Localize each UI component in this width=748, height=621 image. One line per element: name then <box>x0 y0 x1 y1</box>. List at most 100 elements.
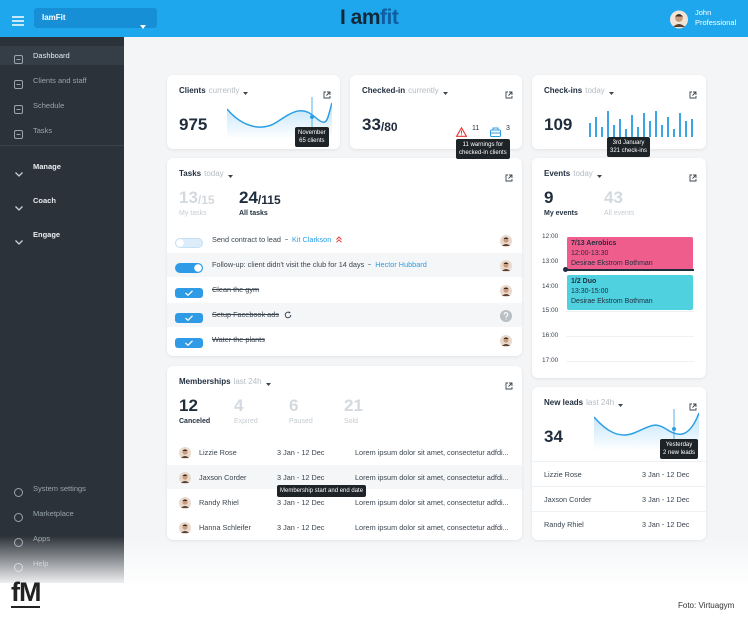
lead-name: Randy Rhiel <box>544 520 584 529</box>
period-caret[interactable] <box>265 380 271 386</box>
warning-icon <box>455 124 468 142</box>
icon-svg <box>14 105 23 114</box>
member-name: Hanna Schleifer <box>199 523 251 532</box>
icon-svg <box>500 260 512 272</box>
card-period: today <box>573 169 593 178</box>
menu-icon[interactable] <box>12 13 24 31</box>
icon-svg <box>179 447 191 459</box>
icon-svg <box>14 513 23 522</box>
external-link[interactable] <box>689 86 697 104</box>
icon-svg <box>589 111 693 137</box>
icon-rect <box>175 288 203 298</box>
nav-item[interactable]: Marketplace <box>0 508 124 522</box>
icon-path <box>503 262 509 264</box>
icon-path <box>226 102 333 128</box>
event-block[interactable]: 1/2 Duo 13:30-15:00 Desirae Ekstrom Bothma… <box>567 275 693 310</box>
stat-total: /115 <box>257 192 281 207</box>
stat-label: All events <box>604 210 635 217</box>
icon-path <box>185 290 193 297</box>
nav-section[interactable]: Coach <box>0 195 124 211</box>
time-label: 16:00 <box>542 332 559 340</box>
card-period: currently <box>408 86 439 95</box>
event-time: 12:00-13:30 <box>571 250 609 257</box>
nav-item[interactable]: System settings <box>0 483 124 497</box>
icon-svg <box>618 403 624 407</box>
icon-path <box>503 312 509 320</box>
task-toggle[interactable] <box>175 260 203 278</box>
icon-rect <box>175 313 203 323</box>
external-link[interactable] <box>505 377 513 395</box>
icon-path <box>182 524 188 526</box>
card: Memberships last 24h 12 Canceled 4 Expired 6 Pa… <box>167 366 522 540</box>
task-row: Setup Facebook ads <box>167 303 522 327</box>
icon-path <box>15 240 23 245</box>
icon-svg <box>175 263 203 273</box>
task-text: Follow-up: client didn't visit the club … <box>212 260 365 269</box>
icon-svg <box>596 174 602 178</box>
nav-icon <box>14 51 23 69</box>
membership-row[interactable]: Hanna Schleifer 3 Jan - 12 Dec Lorem ipsum… <box>167 515 522 539</box>
icon-path <box>284 311 292 318</box>
task-assignee[interactable]: Hector Hubbard <box>375 260 427 269</box>
lead-dates: 3 Jan - 12 Dec <box>642 520 690 529</box>
nav-item[interactable]: Schedule <box>0 100 124 114</box>
warning-count: 11 <box>472 125 480 132</box>
card-title: Checked-in <box>362 86 406 95</box>
lead-row[interactable]: Jaxson Corder 3 Jan - 12 Dec <box>532 486 706 511</box>
stat-label: All tasks <box>239 210 268 217</box>
avatar-unknown <box>500 309 512 327</box>
period-caret[interactable] <box>227 172 233 178</box>
icon-path <box>182 474 188 476</box>
task-toggle[interactable] <box>175 235 203 253</box>
logo-suffix: fit <box>380 6 399 29</box>
task-checkbox[interactable] <box>175 310 203 328</box>
period-caret[interactable] <box>608 89 614 95</box>
icon-path <box>181 456 189 458</box>
member-dates: 3 Jan - 12 Dec <box>277 498 325 507</box>
card: Tasks today 13/15 My tasks 24/115 All tasks Se… <box>167 158 522 356</box>
tooltip-line: 65 clients <box>299 138 325 144</box>
task-assignee[interactable]: Kit Clarkson <box>291 235 332 244</box>
nav-item[interactable]: Tasks <box>0 125 124 139</box>
external-link[interactable] <box>505 169 513 187</box>
event-block[interactable]: 7/13 Aerobics 12:00-13:30 Desirae Ekstrom … <box>567 237 693 270</box>
task-row: Water the plants <box>167 328 522 352</box>
stat-label: My tasks <box>179 210 207 217</box>
icon-path <box>185 340 193 347</box>
icon-svg <box>15 206 23 211</box>
task-checkbox[interactable] <box>175 285 203 303</box>
external-link[interactable] <box>689 398 697 416</box>
period-caret[interactable] <box>596 172 602 178</box>
stat-total: /80 <box>380 119 398 134</box>
now-dot <box>563 267 568 272</box>
nav-section[interactable]: Engage <box>0 229 124 245</box>
task-checkbox[interactable] <box>175 335 203 353</box>
membership-row[interactable]: Lizzie Rose 3 Jan - 12 Dec Lorem ipsum dol… <box>167 440 522 464</box>
photo-credit: Foto: Virtuagym <box>678 601 735 610</box>
icon-svg <box>442 91 448 95</box>
priority-icon <box>336 236 343 243</box>
lead-row[interactable]: Randy Rhiel 3 Jan - 12 Dec <box>532 511 706 536</box>
stat-label: Canceled <box>179 418 211 425</box>
stat-value: 24 <box>239 188 258 207</box>
period-caret[interactable] <box>442 89 448 95</box>
membership-row[interactable]: Randy Rhiel 3 Jan - 12 Dec Lorem ipsum dol… <box>167 490 522 514</box>
nav-item[interactable]: Dashboard <box>0 50 124 64</box>
icon-rect <box>14 55 23 64</box>
task-line: Send contract to lead Kit Clarkson <box>212 235 343 244</box>
avatar <box>500 334 512 352</box>
icon-path <box>673 24 685 27</box>
period-caret[interactable] <box>618 401 624 407</box>
icon-svg <box>15 240 23 245</box>
nav-item[interactable]: Clients and staff <box>0 75 124 89</box>
icon-path <box>689 403 697 411</box>
external-link[interactable] <box>689 169 697 187</box>
card: Checked-in currently 33/80 11 3 11 warnings f… <box>350 75 522 159</box>
account-select[interactable]: IamFit <box>34 8 157 29</box>
external-link[interactable] <box>323 86 331 104</box>
nav-section[interactable]: Manage <box>0 161 124 177</box>
lead-row[interactable]: Lizzie Rose 3 Jan - 12 Dec <box>532 461 706 486</box>
icon-svg <box>455 126 468 137</box>
period-caret[interactable] <box>243 89 249 95</box>
external-link[interactable] <box>505 86 513 104</box>
